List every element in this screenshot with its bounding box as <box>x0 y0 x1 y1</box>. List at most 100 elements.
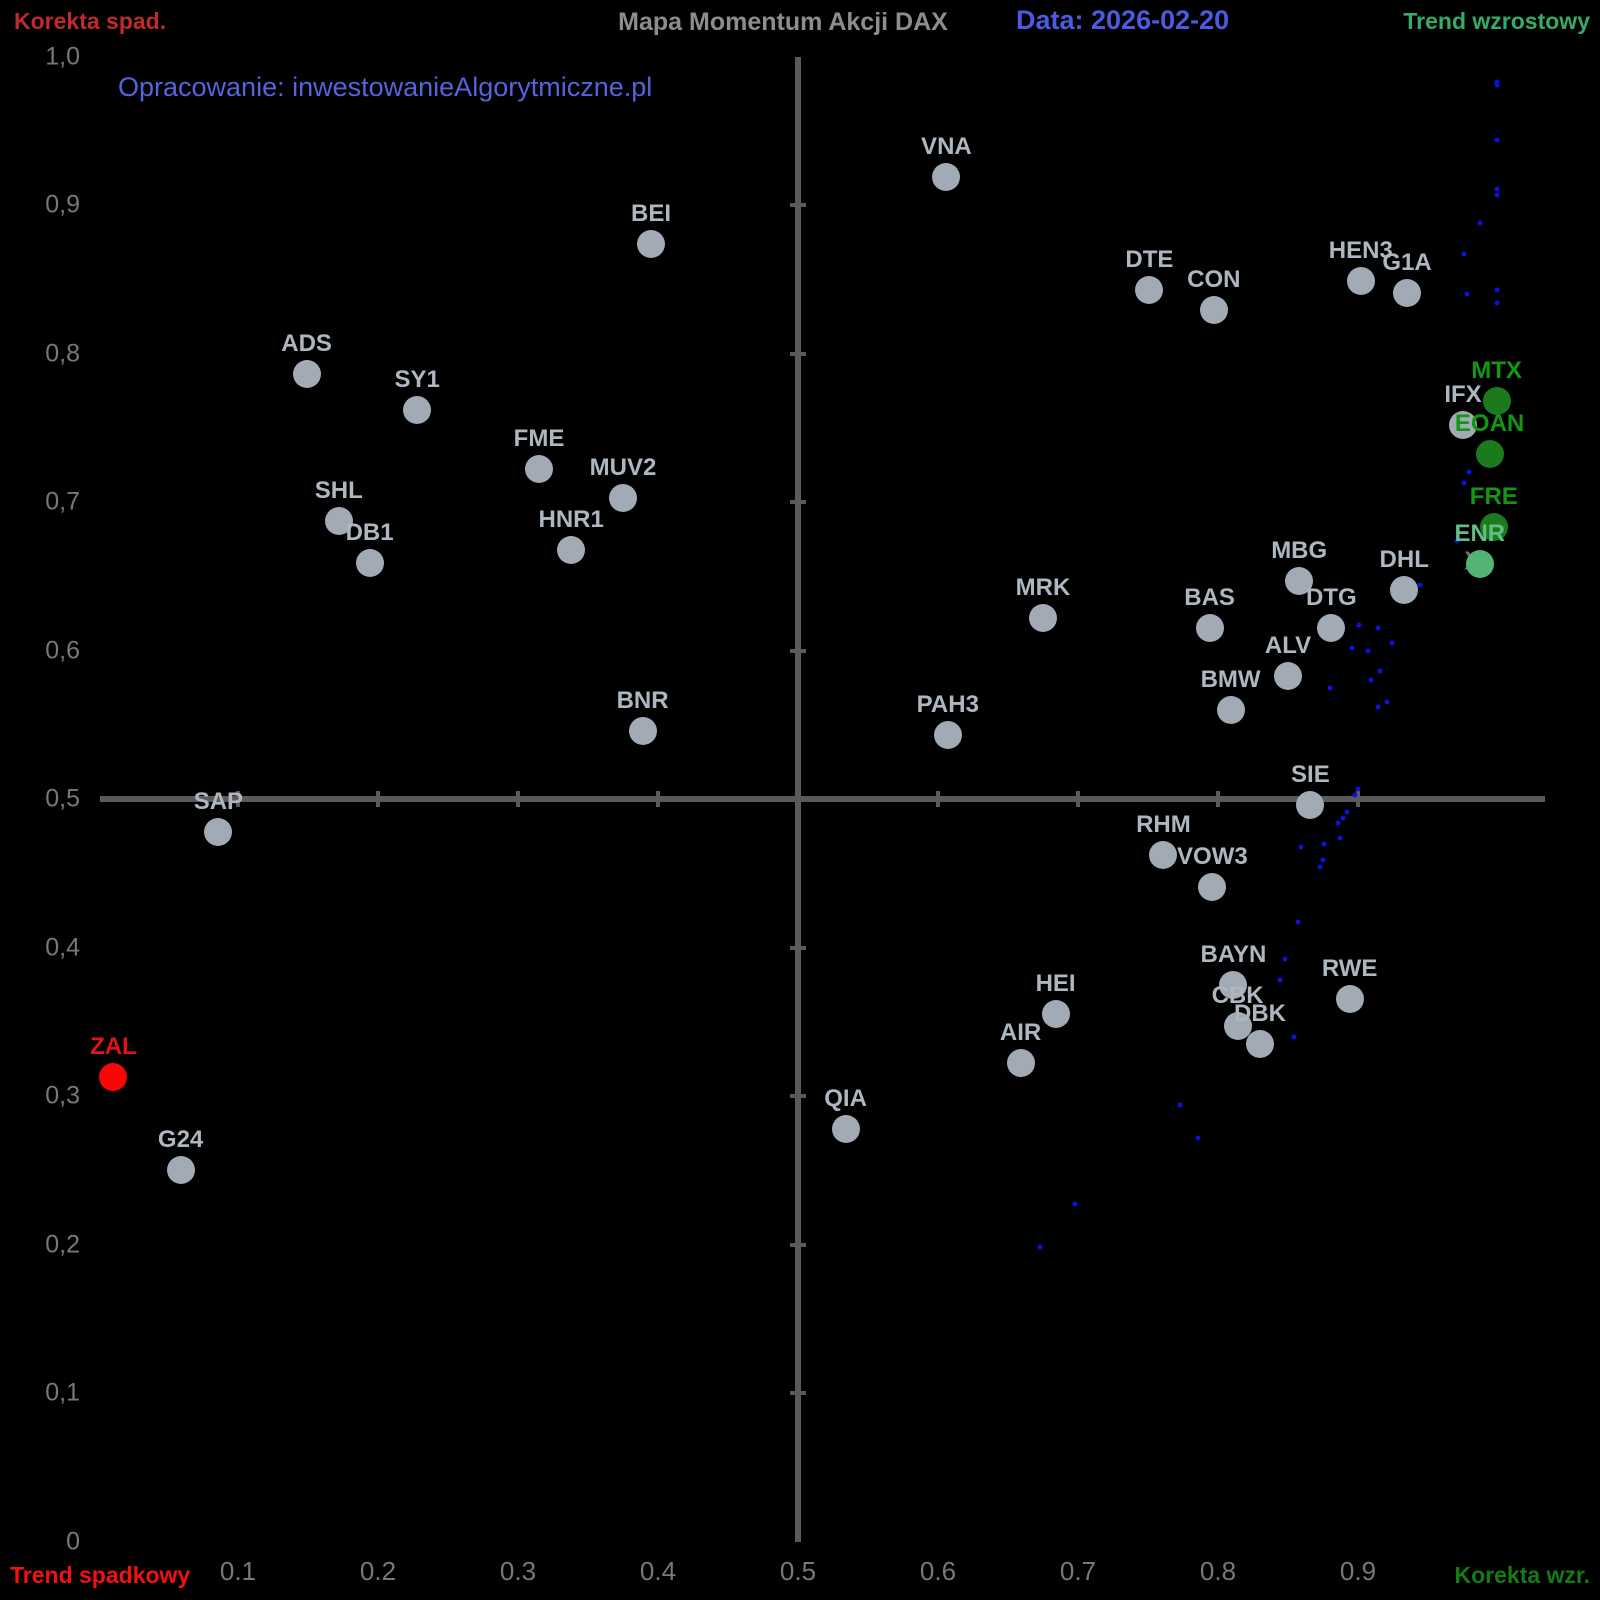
point-DBK <box>1246 1030 1274 1059</box>
point-DHL <box>1390 575 1419 604</box>
point-label-MRK: MRK <box>1015 573 1071 601</box>
point-MBG <box>1285 566 1314 595</box>
point-label-DB1: DB1 <box>345 518 394 546</box>
chart-title: Mapa Momentum Akcji DAX <box>618 8 948 36</box>
point-label-BAYN: BAYN <box>1200 940 1267 968</box>
y-tick-label: 0 <box>66 1527 80 1555</box>
horizontal-center-axis <box>100 796 1545 802</box>
trail-dot <box>1356 622 1362 628</box>
x-axis-tick <box>1076 791 1080 807</box>
y-tick-label: 0,2 <box>45 1230 80 1258</box>
point-label-G24: G24 <box>157 1126 204 1154</box>
x-axis-tick <box>656 791 660 807</box>
point-label-DTG: DTG <box>1306 584 1357 612</box>
y-axis-tick <box>790 797 806 801</box>
trail-dot <box>1282 956 1288 962</box>
point-label-CBK: CBK <box>1211 982 1264 1010</box>
point-MUV2 <box>609 483 637 512</box>
x-tick-label: 0.6 <box>919 1556 957 1586</box>
point-label-DTE: DTE <box>1125 245 1174 273</box>
trail-dot <box>1494 186 1500 192</box>
x-axis-tick <box>1356 791 1360 807</box>
trail-dot <box>1389 640 1395 646</box>
trail-dot <box>1454 538 1460 544</box>
y-axis-tick <box>790 648 806 653</box>
point-label-FRE: FRE <box>1469 483 1518 511</box>
point-MRK <box>1029 603 1057 632</box>
chart-date: Data: 2026-02-20 <box>1016 5 1230 35</box>
y-axis-tick <box>790 203 806 207</box>
y-tick-label: 0,1 <box>45 1378 80 1407</box>
y-tick-label: 0,3 <box>45 1081 80 1110</box>
y-axis-tick <box>790 945 806 950</box>
trail-dot <box>1298 844 1304 850</box>
point-CBK <box>1223 1012 1252 1041</box>
trail-dot <box>1327 685 1333 691</box>
x-tick-label: 0.1 <box>219 1556 257 1586</box>
trail-dot <box>1494 300 1500 306</box>
trail-dot <box>1375 704 1381 710</box>
trail-dot <box>1494 287 1500 293</box>
trail-dot <box>1317 864 1323 870</box>
trail-dot <box>1494 82 1500 88</box>
trail-dot <box>1461 480 1467 486</box>
point-label-VNA: VNA <box>921 132 972 160</box>
trail-dot <box>1375 625 1381 631</box>
point-SAP <box>204 817 233 846</box>
point-label-ZAL: ZAL <box>90 1032 137 1060</box>
point-HNR1 <box>557 535 586 564</box>
point-label-SY1: SY1 <box>394 365 440 393</box>
point-label-RHM: RHM <box>1136 811 1191 839</box>
point-CON <box>1199 296 1228 325</box>
trail-dot <box>1461 251 1467 257</box>
point-ALV <box>1274 661 1302 690</box>
trail-dot <box>1349 645 1355 651</box>
trail-dot <box>1494 79 1500 85</box>
point-BNR <box>628 716 657 745</box>
trail-dot <box>1477 220 1483 226</box>
quadrant-label-top-right: Trend wzrostowy <box>1403 8 1590 34</box>
point-FRE <box>1479 513 1508 542</box>
y-axis-tick <box>790 1094 806 1098</box>
trail-dot <box>1466 469 1472 475</box>
point-label-BNR: BNR <box>616 686 669 714</box>
trail-dot <box>1177 1102 1183 1108</box>
point-label-AIR: AIR <box>999 1019 1042 1047</box>
trail-dot <box>1277 977 1283 983</box>
point-HEI <box>1041 1000 1070 1029</box>
trail-dot <box>1037 1244 1043 1250</box>
point-QIA <box>831 1114 860 1143</box>
point-HEN3 <box>1346 266 1375 295</box>
point-RHM <box>1149 841 1178 870</box>
point-label-SHL: SHL <box>314 477 363 505</box>
x-axis-tick <box>516 791 520 807</box>
point-PAH3 <box>933 721 962 750</box>
quadrant-label-bottom-right: Korekta wzr. <box>1454 1562 1591 1588</box>
point-EOAN <box>1475 440 1504 469</box>
x-tick-label: 0.7 <box>1059 1556 1097 1586</box>
point-label-ADS: ADS <box>281 330 332 358</box>
point-label-G1A: G1A <box>1382 248 1432 276</box>
point-label-RWE: RWE <box>1321 955 1378 983</box>
x-axis-tick <box>236 791 240 807</box>
trail-dot <box>1340 815 1346 821</box>
point-label-SAP: SAP <box>193 787 244 815</box>
x-tick-label: 0.9 <box>1339 1556 1377 1586</box>
trail-dot <box>1352 792 1358 798</box>
trail-dot <box>1417 582 1423 588</box>
trail-dot <box>1295 919 1301 925</box>
point-label-MBG: MBG <box>1271 536 1328 564</box>
point-label-CON: CON <box>1187 266 1241 294</box>
point-label-PAH3: PAH3 <box>916 691 979 719</box>
point-SIE <box>1296 790 1325 819</box>
point-IFX <box>1449 410 1477 439</box>
point-SY1 <box>403 395 432 424</box>
trail-dot <box>1072 1201 1078 1207</box>
quadrant-label-top-left: Korekta spad. <box>14 8 167 34</box>
point-ENR <box>1465 550 1494 579</box>
point-label-QIA: QIA <box>824 1084 867 1112</box>
point-label-IFX: IFX <box>1444 380 1482 408</box>
quadrant-label-bottom-left: Trend spadkowy <box>10 1562 191 1588</box>
x-tick-label: 0.3 <box>499 1556 537 1586</box>
